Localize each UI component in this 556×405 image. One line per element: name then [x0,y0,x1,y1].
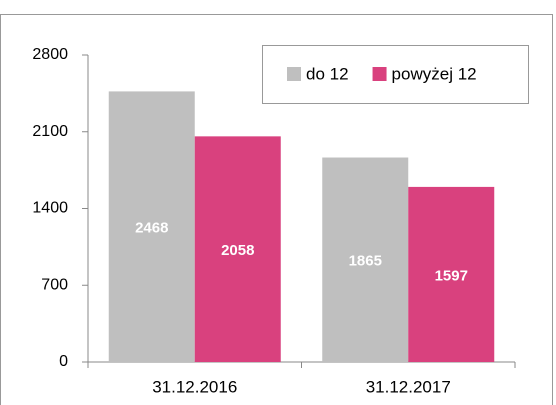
y-tick-label: 0 [59,353,68,370]
data-label: 2058 [221,242,254,259]
y-tick-label: 2800 [32,46,68,63]
data-label: 1597 [435,267,468,284]
legend-box [262,45,529,104]
legend-swatch [287,67,301,81]
bar [194,136,281,362]
bar [108,91,195,362]
x-tick-label: 31.12.2017 [366,377,451,396]
legend-swatch [372,67,387,81]
y-tick-label: 1400 [32,200,68,217]
y-tick-label: 700 [41,276,68,293]
legend-label: do 12 [306,64,349,83]
bar [322,157,409,362]
data-label: 2468 [135,220,168,237]
bar [408,186,495,362]
data-label: 1865 [349,253,382,270]
x-tick-label: 31.12.2016 [152,377,237,396]
legend-label: powyżej 12 [392,64,477,83]
y-tick-label: 2100 [32,123,68,140]
